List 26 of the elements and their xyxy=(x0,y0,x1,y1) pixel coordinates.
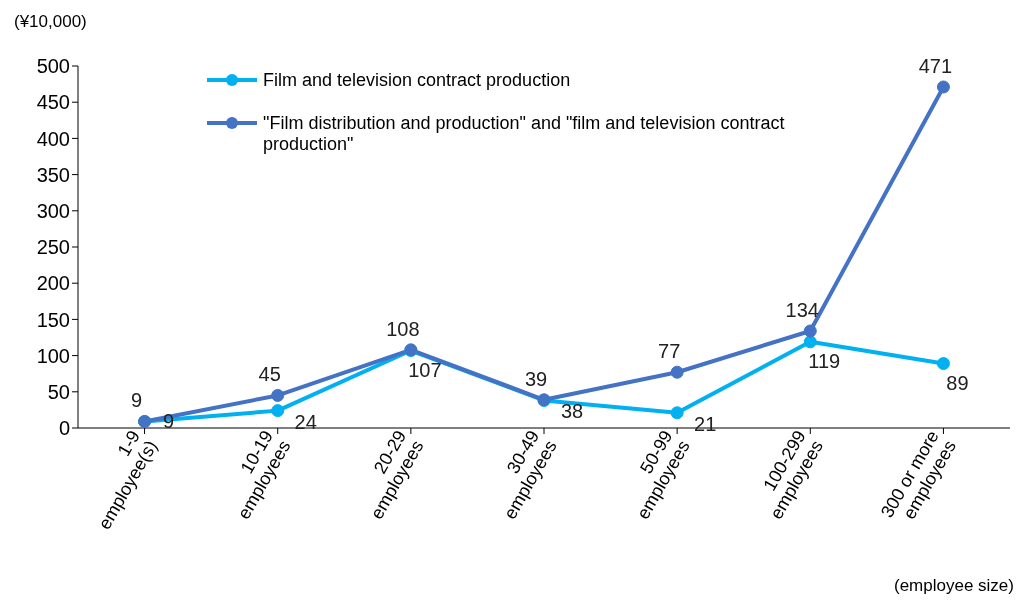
y-tick-label: 400 xyxy=(36,127,70,150)
y-tick-label: 0 xyxy=(58,417,70,440)
legend-label: Film and television contract production xyxy=(263,70,571,91)
data-label: 89 xyxy=(946,371,969,394)
legend-label: "Film distribution and production" and "film and television contract production" xyxy=(263,113,786,155)
data-label: 108 xyxy=(386,317,420,340)
y-tick-label: 250 xyxy=(36,236,70,259)
y-tick-label: 450 xyxy=(36,91,70,114)
x-axis-title: (employee size) xyxy=(894,576,1014,596)
data-label: 9 xyxy=(131,389,143,412)
data-label: 77 xyxy=(658,340,681,363)
data-label: 39 xyxy=(524,367,548,390)
y-tick-label: 150 xyxy=(36,308,70,331)
y-tick-label: 50 xyxy=(47,380,70,403)
y-tick-label: 500 xyxy=(36,55,70,78)
data-label: 107 xyxy=(408,358,442,381)
y-axis-title: (¥10,000) xyxy=(14,12,87,32)
data-label: 38 xyxy=(560,400,584,423)
y-tick-label: 350 xyxy=(36,163,70,186)
data-label: 471 xyxy=(918,55,953,77)
y-tick-label: 200 xyxy=(36,272,70,295)
data-label: 134 xyxy=(785,298,819,321)
y-tick-label: 100 xyxy=(36,344,70,367)
data-label: 45 xyxy=(258,363,281,386)
data-label: 119 xyxy=(808,349,841,372)
y-tick-label: 300 xyxy=(36,199,70,222)
